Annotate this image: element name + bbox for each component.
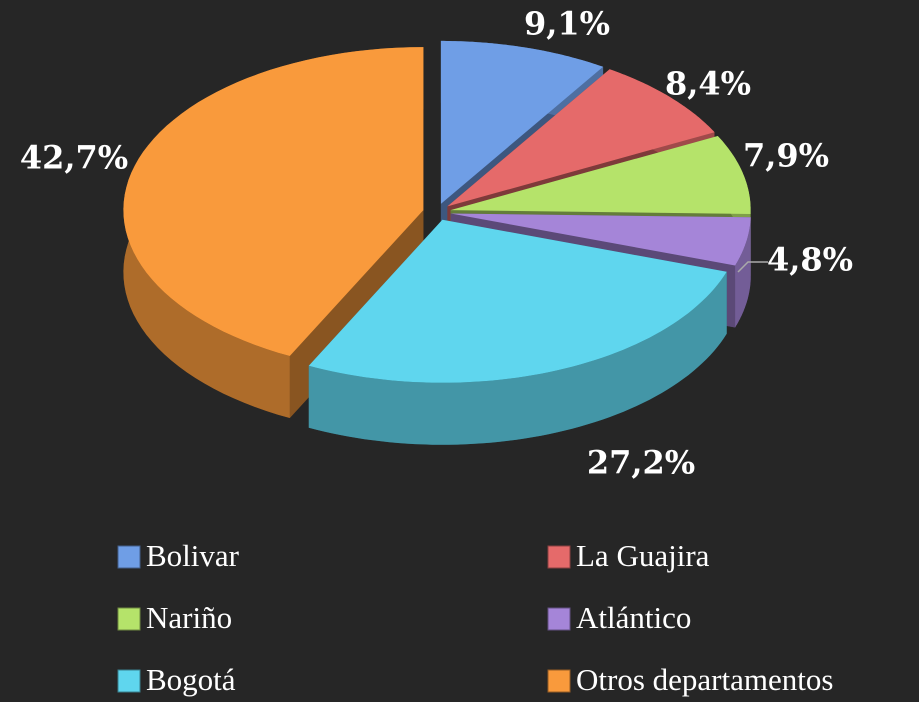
legend-swatch <box>547 545 571 569</box>
data-label: 9,1% <box>524 5 610 43</box>
leader-line <box>737 261 768 273</box>
legend-label: Nariño <box>146 600 232 635</box>
data-label: 42,7% <box>20 139 128 177</box>
legend-label: Bolivar <box>146 538 240 573</box>
slice <box>308 219 727 383</box>
slice <box>450 136 751 214</box>
legend-swatch <box>547 669 571 693</box>
legend-label: Atlántico <box>576 600 691 635</box>
legend-swatch <box>117 669 141 693</box>
slice <box>123 47 424 356</box>
slice <box>440 40 604 204</box>
legend-swatch <box>117 545 141 569</box>
legend-label: Otros departamentos <box>576 662 833 697</box>
data-label: 4,8% <box>767 241 853 279</box>
slice-tops <box>123 40 751 383</box>
data-label: 7,9% <box>743 137 829 175</box>
slice <box>447 69 715 207</box>
legend-label: La Guajira <box>576 538 710 573</box>
data-label: 8,4% <box>665 65 751 103</box>
slice-wall <box>308 271 727 445</box>
legend-swatch <box>547 607 571 631</box>
slice-wall <box>735 217 751 328</box>
data-label: 27,2% <box>587 444 695 482</box>
legend-swatch <box>117 607 141 631</box>
slice <box>450 213 751 266</box>
legend-label: Bogotá <box>146 662 236 697</box>
